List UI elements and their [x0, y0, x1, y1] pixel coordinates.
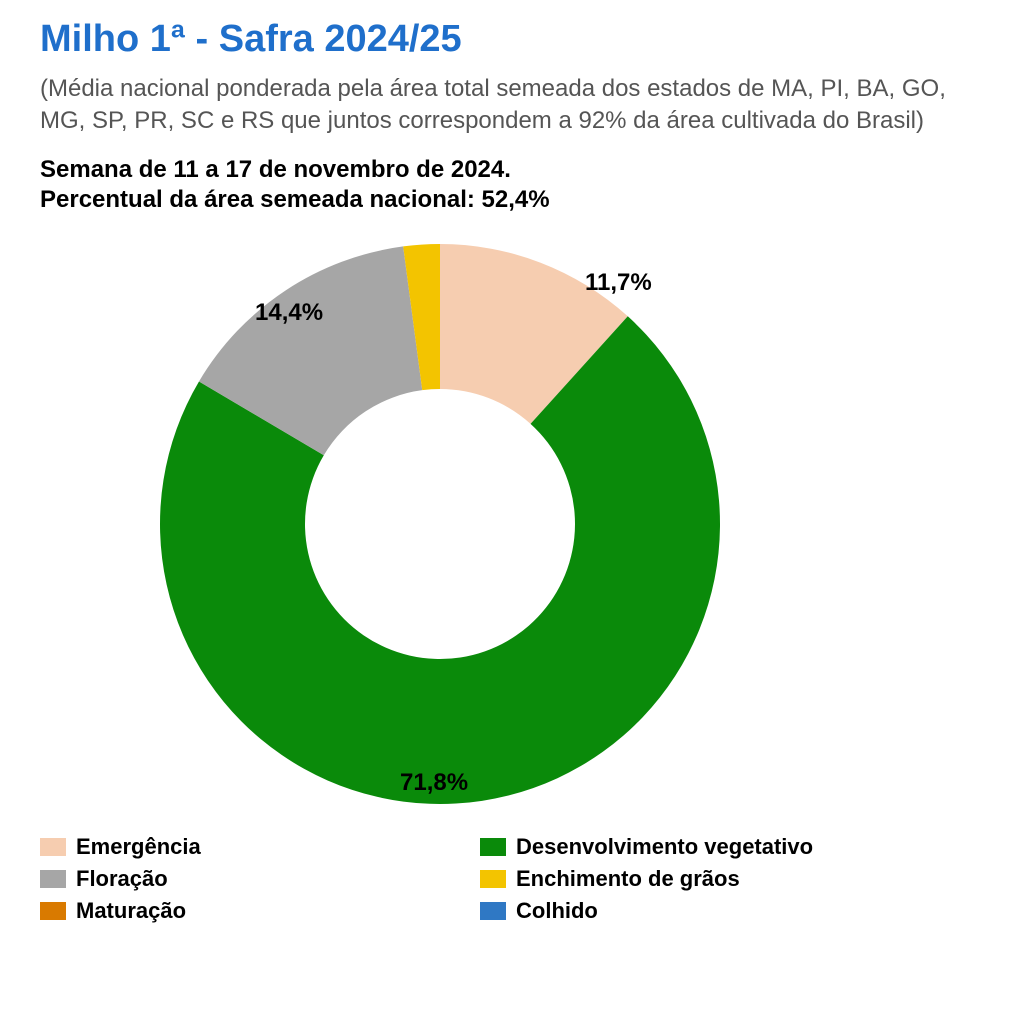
legend-item-colhido: Colhido: [480, 898, 980, 924]
subtitle: (Média nacional ponderada pela área tota…: [40, 73, 988, 138]
legend: Emergência Desenvolvimento vegetativo Flor…: [40, 834, 998, 924]
slice-label-floracao: 14,4%: [255, 299, 323, 327]
legend-label-emergencia: Emergência: [76, 834, 201, 860]
slice-label-desenvolvimento: 71,8%: [400, 769, 468, 797]
legend-swatch-emergencia: [40, 838, 66, 856]
legend-swatch-desenvolvimento: [480, 838, 506, 856]
legend-label-enchimento: Enchimento de grãos: [516, 866, 740, 892]
legend-swatch-floracao: [40, 870, 66, 888]
legend-item-floracao: Floração: [40, 866, 480, 892]
percent-line: Percentual da área semeada nacional: 52,…: [40, 186, 998, 214]
legend-item-emergencia: Emergência: [40, 834, 480, 860]
page-title: Milho 1ª - Safra 2024/25: [40, 18, 998, 61]
legend-item-maturacao: Maturação: [40, 898, 480, 924]
legend-label-desenvolvimento: Desenvolvimento vegetativo: [516, 834, 813, 860]
legend-label-maturacao: Maturação: [76, 898, 186, 924]
legend-swatch-maturacao: [40, 902, 66, 920]
legend-swatch-colhido: [480, 902, 506, 920]
legend-item-enchimento: Enchimento de grãos: [480, 866, 980, 892]
week-line: Semana de 11 a 17 de novembro de 2024.: [40, 156, 998, 184]
donut-svg: [80, 224, 840, 824]
slice-label-emergencia: 11,7%: [585, 269, 652, 297]
donut-chart: 11,7% 71,8% 14,4%: [80, 224, 840, 824]
page: Milho 1ª - Safra 2024/25 (Média nacional…: [0, 0, 1022, 924]
legend-swatch-enchimento: [480, 870, 506, 888]
legend-item-desenvolvimento: Desenvolvimento vegetativo: [480, 834, 980, 860]
legend-label-floracao: Floração: [76, 866, 168, 892]
legend-label-colhido: Colhido: [516, 898, 598, 924]
